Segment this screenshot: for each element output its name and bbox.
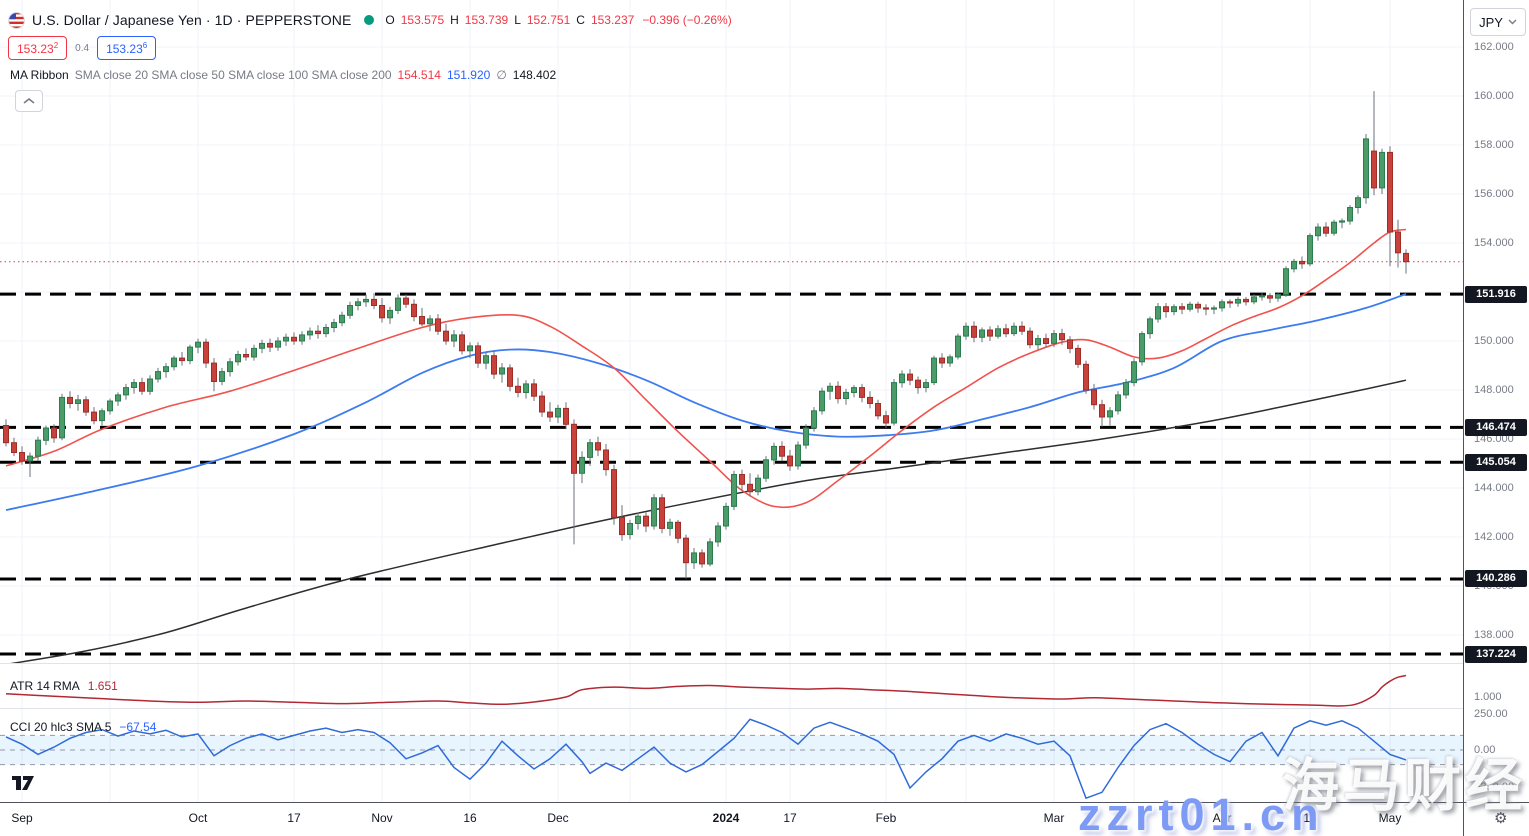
cci-value: −67.54 (119, 720, 157, 734)
time-axis-tick: Sep (11, 811, 33, 825)
ask-price-sup: 6 (142, 41, 148, 50)
price-level-tag: 145.054 (1465, 453, 1527, 471)
time-axis-tick: Dec (547, 811, 569, 825)
bid-price-sup: 2 (53, 41, 59, 50)
cci-title: CCI 20 hlc3 SMA 5 (10, 720, 112, 734)
time-axis-tick: May (1378, 811, 1402, 825)
time-axis-tick: Apr (1212, 811, 1232, 825)
currency-label: JPY (1479, 14, 1503, 30)
time-axis-tick: Mar (1043, 811, 1065, 825)
time-axis-tick: 16 (463, 811, 477, 825)
time-axis-tick: 17 (783, 811, 797, 825)
close-label: C (576, 13, 585, 27)
close-value: 153.237 (590, 13, 635, 27)
bid-ask-row: 153.232 0.4 153.236 (8, 36, 157, 60)
bid-price: 153.23 (17, 42, 54, 56)
time-axis-tick: 16 (1303, 811, 1317, 825)
price-axis-tick: 148.000 (1474, 384, 1514, 396)
sell-bid-button[interactable]: 153.232 (8, 36, 68, 60)
ma-ribbon-legend[interactable]: MA Ribbon SMA close 20 SMA close 50 SMA … (10, 68, 556, 82)
symbol-flag-icon (8, 11, 25, 29)
indicator-axis-tick: −250.00 (1474, 781, 1515, 793)
ask-price: 153.23 (106, 42, 143, 56)
high-label: H (450, 13, 459, 27)
collapse-legend-button[interactable] (15, 90, 43, 112)
indicator-axis-tick: 0.00 (1474, 744, 1496, 756)
indicator-axis-tick: 250.00 (1474, 707, 1508, 720)
price-axis-tick: 154.000 (1474, 237, 1514, 249)
sma20-value: 154.514 (397, 68, 441, 82)
price-axis-tick: 142.000 (1474, 531, 1514, 543)
ohlc-values: O 153.575 H 153.739 L 152.751 C 153.237 −0.3… (385, 13, 731, 27)
low-label: L (514, 13, 521, 27)
buy-ask-button[interactable]: 153.236 (97, 36, 157, 60)
cci-indicator-legend[interactable]: CCI 20 hlc3 SMA 5 −67.54 (10, 720, 156, 734)
price-level-tag: 137.224 (1465, 645, 1527, 663)
atr-indicator-legend[interactable]: ATR 14 RMA 1.651 (10, 679, 118, 693)
chevron-up-icon (23, 97, 35, 104)
tradingview-logo[interactable] (12, 775, 35, 796)
price-axis-currency-button[interactable]: JPY (1470, 8, 1526, 36)
spread-value: 0.4 (75, 42, 90, 54)
chevron-down-icon (1508, 19, 1517, 25)
ma-ribbon-params: SMA close 20 SMA close 50 SMA close 100 … (74, 68, 392, 82)
price-axis-tick: 158.000 (1474, 139, 1514, 151)
indicator-axis-tick: 1.000 (1474, 691, 1502, 703)
price-axis-tick: 156.000 (1474, 188, 1514, 200)
time-axis-tick: 2024 (712, 811, 740, 825)
symbol-title[interactable]: U.S. Dollar / Japanese Yen · 1D · PEPPER… (32, 12, 352, 28)
price-axis-tick: 160.000 (1474, 90, 1514, 102)
high-value: 153.739 (464, 13, 509, 27)
market-status-dot[interactable] (364, 15, 375, 25)
time-axis-settings-gear-icon[interactable]: ⚙ (1494, 810, 1508, 827)
time-axis-tick: Oct (188, 811, 208, 825)
time-axis-tick: Feb (875, 811, 897, 825)
price-level-tag: 140.286 (1465, 570, 1527, 588)
change-value: −0.396 (−0.26%) (642, 13, 732, 27)
price-axis-tick: 146.000 (1474, 433, 1514, 445)
price-level-tag: 151.916 (1465, 285, 1527, 303)
time-axis-tick: 17 (287, 811, 301, 825)
atr-value: 1.651 (87, 679, 118, 693)
price-axis-tick: 162.000 (1474, 41, 1514, 53)
symbol-header: U.S. Dollar / Japanese Yen · 1D · PEPPER… (8, 9, 732, 31)
sma200-value: 148.402 (512, 68, 557, 82)
sma50-value: 151.920 (446, 68, 491, 82)
price-axis-tick: 150.000 (1474, 335, 1514, 347)
ma-ribbon-title: MA Ribbon (10, 68, 69, 82)
open-value: 153.575 (400, 13, 445, 27)
price-axis-tick: 138.000 (1474, 629, 1514, 641)
time-axis-tick: Nov (371, 811, 393, 825)
atr-title: ATR 14 RMA (10, 679, 80, 693)
open-label: O (385, 13, 395, 27)
price-level-tag: 146.474 (1465, 418, 1527, 436)
price-axis-tick: 144.000 (1474, 482, 1514, 494)
average-symbol: ∅ (496, 68, 507, 82)
low-value: 152.751 (526, 13, 571, 27)
